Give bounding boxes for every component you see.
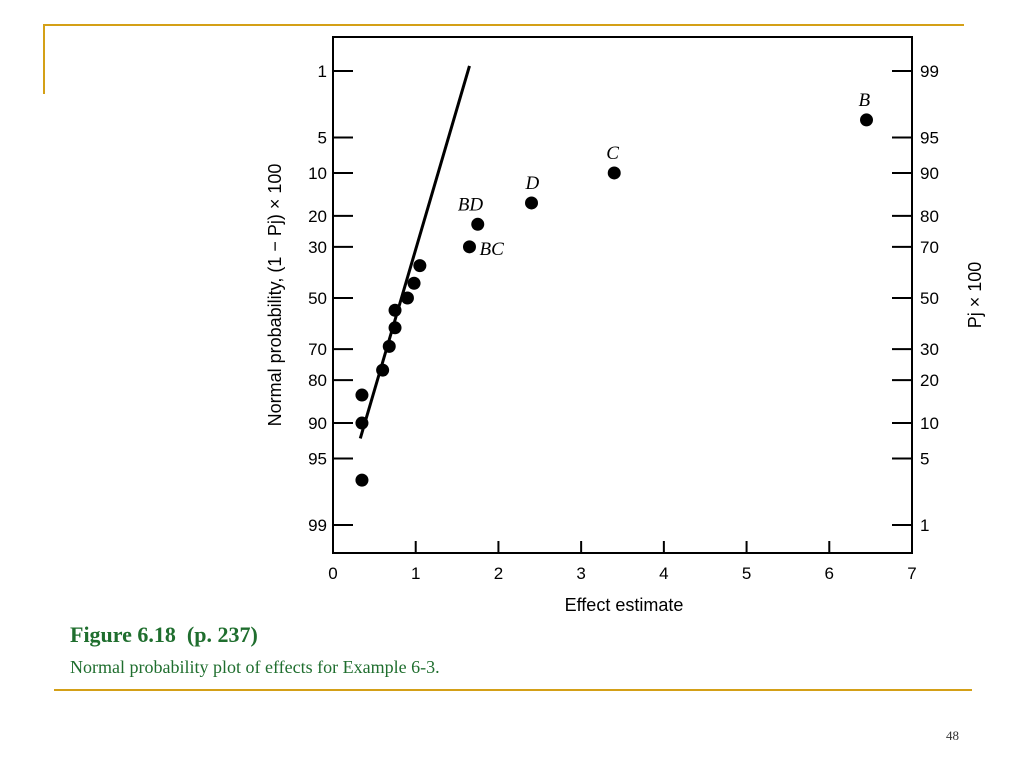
x-tick-label: 1 (411, 564, 420, 583)
x-axis-title: Effect estimate (565, 595, 684, 615)
frame-top-rule (43, 24, 964, 26)
data-point (376, 363, 390, 377)
reference-line (358, 65, 471, 439)
point-label: BC (479, 239, 504, 260)
y-tick-label-left: 10 (308, 164, 327, 183)
data-point (355, 416, 369, 430)
data-point (607, 166, 621, 180)
slide-number: 48 (946, 728, 959, 743)
data-point (355, 473, 369, 487)
y-axis-title-right: Pj × 100 (965, 262, 985, 329)
plot-frame (332, 36, 913, 554)
x-tick-label: 0 (328, 564, 337, 583)
y-tick-label-right: 5 (920, 450, 929, 469)
y-tick-label-left: 99 (308, 516, 327, 535)
figure-title: Figure 6.18 (p. 237) (70, 622, 258, 647)
y-axis-title-left: Normal probability, (1 − Pj) × 100 (265, 164, 285, 427)
data-point (860, 113, 874, 127)
y-tick-label-right: 10 (920, 414, 939, 433)
data-point (462, 240, 476, 254)
y-tick-label-right: 20 (920, 371, 939, 390)
data-point (388, 303, 402, 317)
y-tick-label-left: 80 (308, 371, 327, 390)
data-point (413, 259, 427, 273)
data-point (388, 321, 402, 335)
data-point (355, 388, 369, 402)
x-tick-label: 4 (659, 564, 668, 583)
figure-caption: Normal probability plot of effects for E… (70, 657, 440, 677)
frame-bottom-rule (54, 689, 972, 691)
y-tick-label-right: 1 (920, 516, 929, 535)
x-tick-label: 7 (907, 564, 916, 583)
y-tick-label-left: 70 (308, 340, 327, 359)
y-tick-label-right: 50 (920, 289, 939, 308)
y-tick-label-right: 95 (920, 128, 939, 147)
point-label: B (859, 90, 871, 111)
y-tick-label-right: 30 (920, 340, 939, 359)
x-tick-label: 2 (494, 564, 503, 583)
frame-left-rule (43, 24, 45, 94)
y-tick-label-left: 90 (308, 414, 327, 433)
data-point (471, 217, 485, 231)
y-tick-label-left: 50 (308, 289, 327, 308)
y-tick-label-right: 80 (920, 207, 939, 226)
data-point (407, 276, 421, 290)
point-label: D (525, 173, 540, 194)
y-tick-label-left: 5 (318, 128, 327, 147)
y-tick-label-left: 1 (318, 62, 327, 81)
point-label: BD (458, 194, 484, 215)
data-point (400, 291, 414, 305)
y-tick-label-right: 99 (920, 62, 939, 81)
y-tick-label-left: 20 (308, 207, 327, 226)
point-label: C (606, 143, 619, 164)
y-tick-label-right: 70 (920, 238, 939, 257)
y-tick-label-left: 95 (308, 450, 327, 469)
x-tick-label: 6 (825, 564, 834, 583)
data-point (525, 196, 539, 210)
y-tick-label-right: 90 (920, 164, 939, 183)
y-tick-label-left: 30 (308, 238, 327, 257)
x-tick-label: 5 (742, 564, 751, 583)
x-tick-label: 3 (576, 564, 585, 583)
data-point (382, 339, 396, 353)
